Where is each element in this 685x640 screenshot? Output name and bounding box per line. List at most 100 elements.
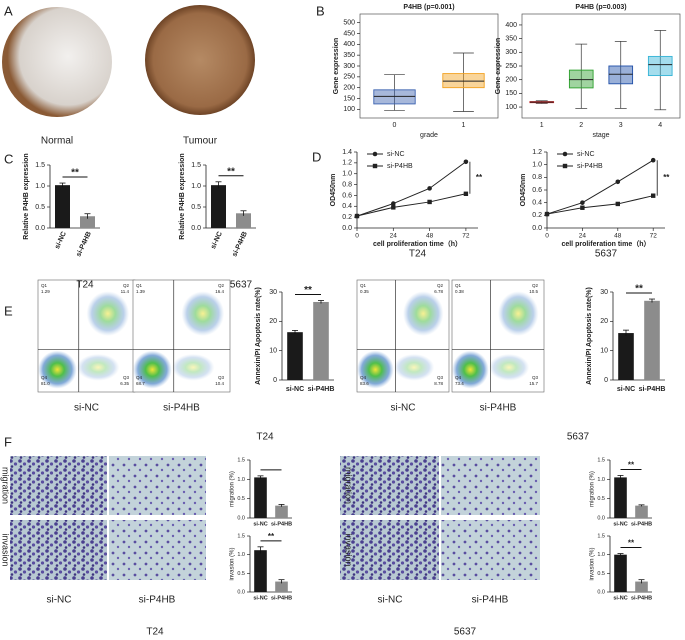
quadrant-label: Q3 (532, 375, 539, 380)
y-tick-label: 0.0 (35, 225, 45, 232)
x-tick-label: si-P4HB (308, 386, 335, 393)
flow-label: si-NC (74, 403, 99, 414)
y-tick-label: 0.5 (597, 496, 605, 502)
quadrant-label: Q1 (136, 283, 143, 288)
y-tick-label: 1.5 (35, 162, 45, 169)
y-tick-label: 1.5 (237, 533, 245, 539)
y-tick-label: 0.5 (35, 204, 45, 211)
marker (651, 193, 656, 198)
y-tick-label: 0.5 (191, 204, 201, 211)
y-tick-label: 1.5 (597, 533, 605, 539)
y-tick-label: 10 (600, 348, 608, 355)
y-tick-label: 0.4 (532, 200, 542, 207)
y-tick-label: 20 (269, 318, 277, 325)
marker (354, 213, 360, 219)
y-tick-label: 0.2 (342, 214, 352, 221)
legend-label: si-NC (387, 151, 405, 158)
caption: 5637 (595, 249, 618, 260)
y-tick-label: 0.8 (342, 181, 352, 188)
bar (635, 581, 648, 592)
density (171, 353, 215, 381)
legend-marker (372, 163, 378, 169)
y-tick-label: 400 (343, 41, 355, 48)
x-tick-label: si-NC (210, 231, 224, 251)
density (76, 353, 120, 381)
x-tick-label: si-NC (253, 595, 267, 601)
bar (287, 332, 303, 380)
micrograph (109, 520, 206, 580)
row-label: invasion (1, 533, 11, 566)
y-tick-label: 0.0 (597, 515, 605, 521)
quadrant-label: Q2 (437, 283, 444, 288)
quadrant-label: Q4 (41, 375, 48, 380)
quadrant-value: 15.7 (529, 381, 538, 386)
box (647, 55, 673, 77)
x-tick-label: 24 (390, 233, 398, 240)
x-tick-label: 2 (579, 122, 583, 129)
y-tick-label: 0.8 (532, 174, 542, 181)
x-tick-label: si-NC (617, 386, 635, 393)
y-tick-label: 0.4 (342, 203, 352, 210)
y-tick-label: 0.2 (532, 212, 542, 219)
series-line (546, 195, 654, 215)
y-tick-label: 100 (343, 106, 355, 113)
marker (650, 157, 656, 163)
y-axis-label: OD450nm (330, 174, 337, 207)
series-line (546, 159, 654, 215)
bar (254, 550, 267, 592)
micrograph (340, 456, 439, 515)
x-tick-label: si-NC (613, 521, 627, 527)
x-tick-label: 4 (658, 122, 662, 129)
quadrant-value: 0.38 (455, 289, 464, 294)
quadrant-label: Q3 (437, 375, 444, 380)
series-line (356, 161, 467, 217)
y-tick-label: 0.5 (237, 571, 245, 577)
bar (635, 505, 648, 518)
bar (275, 581, 288, 592)
box (442, 73, 485, 89)
y-tick-label: 1.5 (597, 457, 605, 463)
density (393, 353, 435, 381)
x-axis-label: stage (592, 132, 609, 139)
marker (580, 205, 585, 210)
x-axis-label: cell proliferation time（h） (373, 240, 462, 248)
marker (615, 179, 621, 185)
y-axis-label: Gene expression (495, 38, 502, 94)
micrograph (10, 520, 107, 580)
legend-marker (372, 151, 378, 157)
y-tick-label: 0.6 (342, 192, 352, 199)
x-tick-label: si-P4HB (231, 231, 249, 258)
y-axis-label: migration (%) (230, 471, 236, 507)
y-tick-label: 300 (505, 49, 517, 56)
bar (618, 333, 634, 380)
density (133, 350, 172, 389)
significance: ** (227, 166, 235, 177)
y-tick-label: 1.0 (597, 477, 605, 483)
x-tick-label: 48 (426, 233, 434, 240)
x-tick-label: si-NC (613, 595, 627, 601)
bar (313, 301, 329, 380)
significance: ** (628, 539, 635, 548)
y-tick-label: 1.0 (532, 162, 542, 169)
caption: T24 (409, 249, 427, 260)
y-tick-label: 0 (273, 377, 277, 384)
legend-label: si-P4HB (577, 163, 603, 170)
y-tick-label: 200 (343, 85, 355, 92)
col-label: si-NC (47, 595, 72, 606)
quadrant-value: 1.29 (41, 289, 50, 294)
y-axis-label: Annexin/PI Apoptosis rate(%) (255, 287, 262, 385)
significance: ** (628, 461, 635, 470)
col-label: si-NC (378, 595, 403, 606)
y-tick-label: 1.2 (342, 160, 352, 167)
bar (80, 216, 95, 228)
y-tick-label: 200 (505, 77, 517, 84)
density (86, 291, 130, 336)
y-tick-label: 500 (343, 20, 355, 27)
flow-label: si-NC (391, 403, 416, 414)
x-axis-label: grade (420, 132, 438, 139)
y-tick-label: 1.0 (35, 183, 45, 190)
quadrant-value: 10.5 (529, 289, 538, 294)
bar (644, 300, 660, 380)
x-tick-label: 72 (462, 233, 470, 240)
bar (236, 213, 251, 228)
